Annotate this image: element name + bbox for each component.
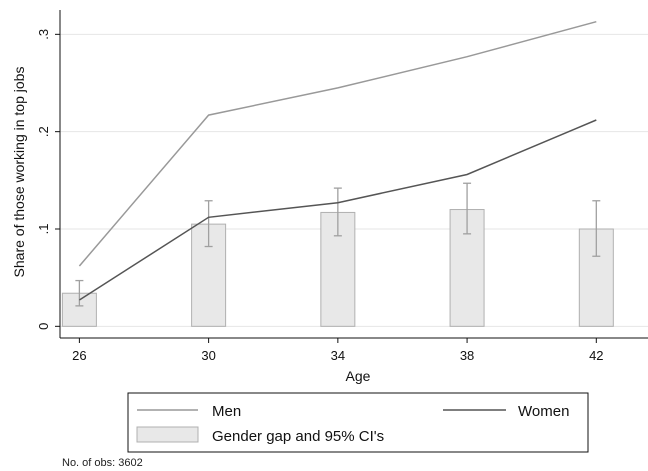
legend-box <box>127 392 589 453</box>
legend-label-gap: Gender gap and 95% CI's <box>212 428 384 445</box>
x-tick-label-4: 42 <box>589 348 603 363</box>
x-tick-label-1: 30 <box>201 348 215 363</box>
ci-error-bars <box>75 182 601 307</box>
series-lines <box>78 20 597 301</box>
y-tick-label-0: 0 <box>36 323 51 330</box>
y-tick-label-1: .1 <box>36 224 51 235</box>
y-tick-label-2: .2 <box>36 126 51 137</box>
tick-labels: 0 .1 .2 .3 26 30 34 38 42 <box>36 29 604 363</box>
series-line-women <box>78 119 597 301</box>
axes <box>55 10 648 343</box>
legend-swatch-gap <box>136 426 199 443</box>
legend-label-men: Men <box>212 403 241 420</box>
legend-label-women: Women <box>518 403 569 420</box>
y-axis-title: Share of those working in top jobs <box>11 67 27 278</box>
x-tick-label-0: 26 <box>72 348 86 363</box>
gap-bar-4 <box>578 228 614 327</box>
obs-note: No. of obs: 3602 <box>62 457 143 469</box>
x-tick-label-2: 34 <box>331 348 345 363</box>
series-line-men <box>78 20 597 267</box>
y-tick-label-3: .3 <box>36 29 51 40</box>
legend: Men Women Gender gap and 95% CI's <box>127 392 589 453</box>
x-tick-label-3: 38 <box>460 348 474 363</box>
x-axis-title: Age <box>346 368 371 384</box>
